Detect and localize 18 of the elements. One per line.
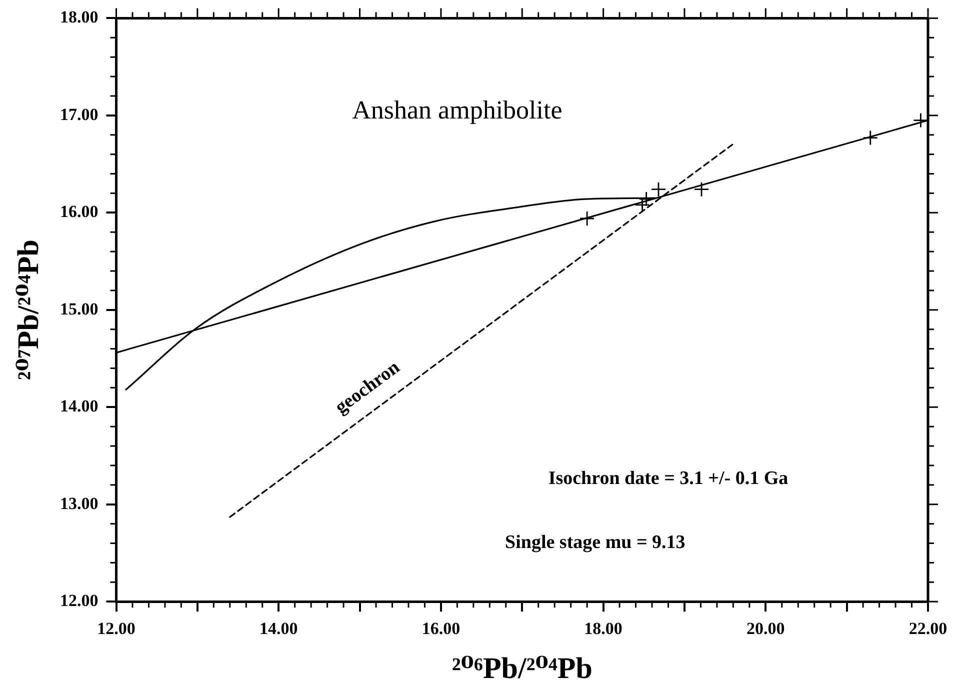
y-tick-label: 14.00 [60, 396, 98, 416]
x-tick-label: 16.00 [422, 619, 460, 638]
annotation: Single stage mu = 9.13 [505, 532, 686, 554]
y-tick-label: 16.00 [60, 202, 98, 222]
x-tick-label: 12.00 [97, 619, 136, 638]
x-tick-label: 18.00 [584, 619, 622, 638]
y-axis-title: ²⁰⁷Pb/²⁰⁴Pb [12, 240, 45, 380]
annotation: Anshan amphibolite [352, 95, 562, 124]
x-tick-label: 22.00 [908, 619, 948, 638]
x-tick-label: 14.00 [259, 619, 298, 638]
y-tick-label: 13.00 [60, 494, 98, 513]
y-tick-label: 17.00 [60, 104, 98, 124]
x-axis-title: ²⁰⁶Pb/²⁰⁴Pb [452, 652, 592, 685]
y-tick-label: 18.00 [60, 8, 98, 27]
y-tick-label: 12.00 [60, 590, 98, 610]
annotation: Isochron date = 3.1 +/- 0.1 Ga [548, 468, 789, 489]
y-tick-label: 15.00 [60, 299, 98, 318]
x-tick-label: 20.00 [746, 619, 785, 638]
